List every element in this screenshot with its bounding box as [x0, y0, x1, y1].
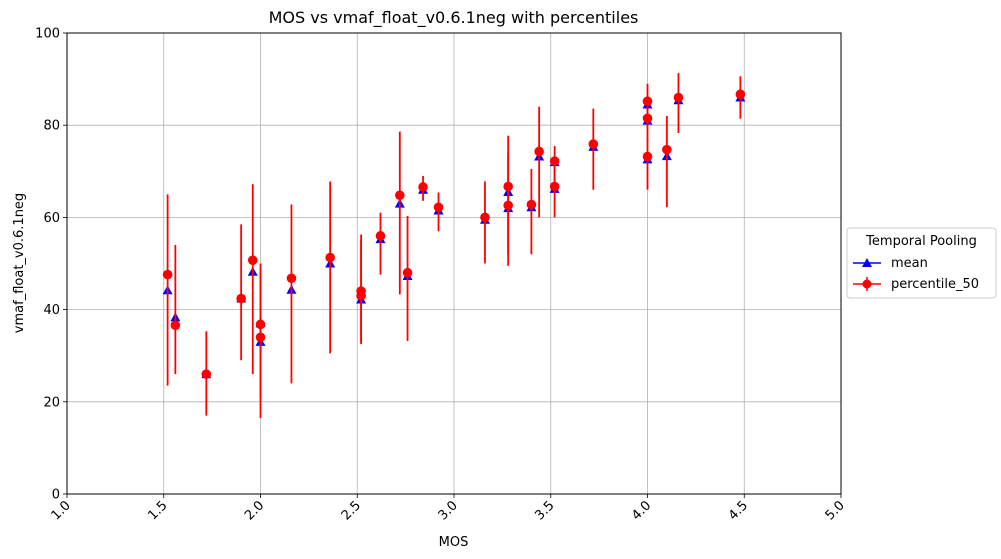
legend-frame	[846, 227, 997, 299]
percentile-point	[247, 255, 258, 266]
percentile-point	[255, 332, 266, 343]
percentile-point	[503, 200, 513, 211]
percentile-point	[402, 267, 413, 278]
percentile-point	[395, 190, 405, 201]
percentile-point	[375, 231, 386, 241]
percentile-point	[286, 273, 297, 284]
percentile-point	[236, 293, 246, 304]
percentile-point	[418, 182, 428, 192]
percentile-point	[356, 286, 366, 296]
percentile-point	[201, 369, 212, 379]
percentile-point	[170, 320, 181, 331]
percentile-point	[534, 146, 544, 157]
legend-item-percentile: percentile_50	[853, 277, 979, 292]
y-axis-ticks: 0 20 40 60 80 100	[35, 27, 67, 503]
percentile-point	[162, 269, 173, 280]
circle-marker-icon	[862, 279, 872, 289]
percentile-point	[255, 319, 266, 330]
percentile-point	[642, 151, 653, 162]
y-tick-label: 80	[43, 119, 60, 134]
x-axis-title: MOS	[439, 535, 469, 550]
percentile-point	[673, 92, 684, 103]
percentile-point	[549, 181, 560, 192]
triangle-marker-icon	[862, 258, 872, 267]
y-tick-label: 20	[43, 395, 60, 410]
percentile-point	[642, 113, 653, 124]
y-tick-label: 40	[43, 303, 60, 318]
legend-item-mean: mean	[853, 256, 928, 271]
y-tick-label: 0	[52, 488, 60, 503]
percentile-point	[325, 252, 335, 263]
y-tick-label: 100	[35, 27, 60, 42]
percentile-point	[503, 181, 513, 192]
legend-label-percentile: percentile_50	[891, 277, 979, 292]
percentile-point	[480, 212, 490, 223]
percentile-point	[433, 202, 444, 213]
percentile-point	[662, 144, 672, 155]
percentile-point	[549, 156, 560, 166]
y-tick-label: 60	[43, 211, 60, 226]
legend-label-mean: mean	[891, 256, 928, 271]
percentile-point	[735, 89, 746, 100]
y-axis-title: vmaf_float_v0.6.1neg	[12, 193, 27, 333]
percentile-point	[642, 96, 653, 107]
chart-title: MOS vs vmaf_float_v0.6.1neg with percent…	[269, 8, 639, 28]
percentile-point	[588, 139, 599, 149]
percentile-point	[526, 199, 537, 210]
legend: Temporal Pooling mean percentile_50	[846, 227, 997, 299]
legend-title: Temporal Pooling	[865, 234, 977, 249]
